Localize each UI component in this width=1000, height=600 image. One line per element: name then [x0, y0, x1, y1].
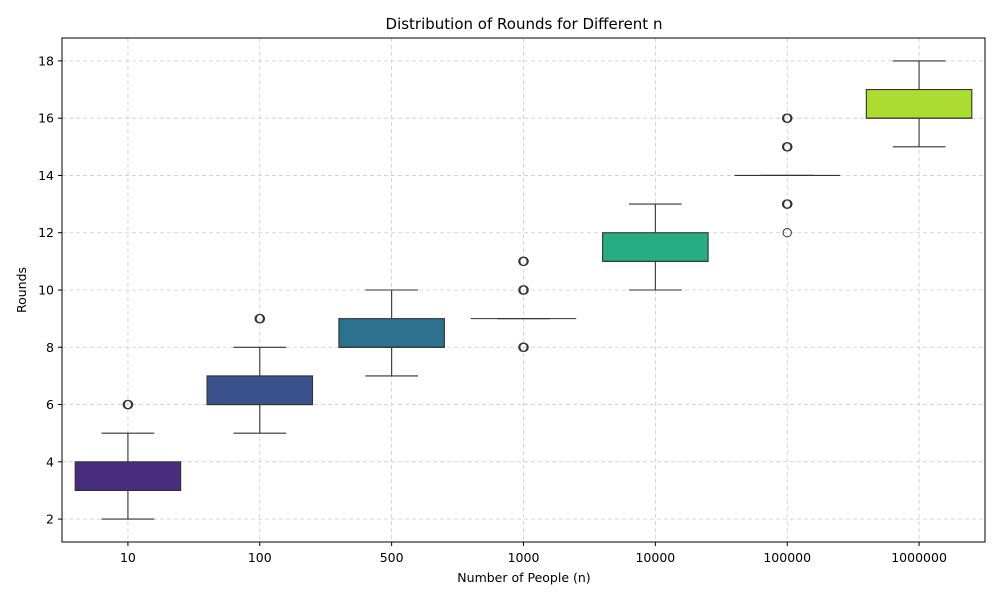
outlier-point	[519, 285, 529, 295]
y-tick-label: 14	[38, 168, 54, 183]
box-group-500	[338, 289, 445, 377]
box-iqr	[74, 461, 182, 492]
outlier-point	[519, 256, 529, 267]
box-group-100000	[734, 113, 840, 238]
y-tick-label: 6	[46, 397, 54, 412]
outlier-point	[255, 313, 266, 324]
y-tick-label: 2	[46, 512, 54, 527]
x-tick-label: 1000	[508, 550, 540, 565]
y-tick-label: 12	[38, 225, 54, 240]
box-iqr	[338, 318, 445, 348]
y-tick-label: 18	[38, 53, 54, 68]
y-tick-label: 8	[46, 340, 54, 355]
x-tick-label: 10	[120, 550, 136, 565]
box-iqr	[865, 88, 973, 119]
outlier-point	[782, 228, 792, 238]
box-group-10000	[602, 203, 709, 291]
x-tick-label: 10000	[635, 550, 675, 565]
box-group-1000000	[865, 60, 973, 148]
box-iqr	[602, 232, 709, 262]
outlier-point	[123, 399, 134, 410]
box-group-100	[206, 313, 314, 434]
box-group-1000	[470, 256, 577, 352]
box-iqr	[206, 375, 314, 406]
y-axis-label: Rounds	[14, 267, 29, 313]
outlier-point	[783, 113, 793, 123]
y-tick-label: 10	[38, 283, 54, 298]
axis-layer: 2 4 6 8 10 12 14 16 18 10 100 500 1000 10000 100000 100…	[38, 53, 947, 565]
grid-layer	[62, 38, 985, 542]
x-tick-label: 1000000	[891, 550, 947, 565]
y-tick-label: 4	[46, 454, 54, 469]
box-group-10	[74, 399, 182, 520]
outlier-point	[783, 199, 793, 209]
outlier-point	[519, 342, 529, 352]
x-tick-label: 500	[380, 550, 404, 565]
x-axis-label: Number of People (n)	[457, 570, 590, 585]
chart-title: Distribution of Rounds for Different n	[386, 15, 663, 33]
box-layer	[74, 60, 973, 520]
x-tick-label: 100000	[763, 550, 811, 565]
outlier-point	[783, 142, 793, 152]
x-tick-label: 100	[248, 550, 272, 565]
y-tick-label: 16	[38, 111, 54, 126]
